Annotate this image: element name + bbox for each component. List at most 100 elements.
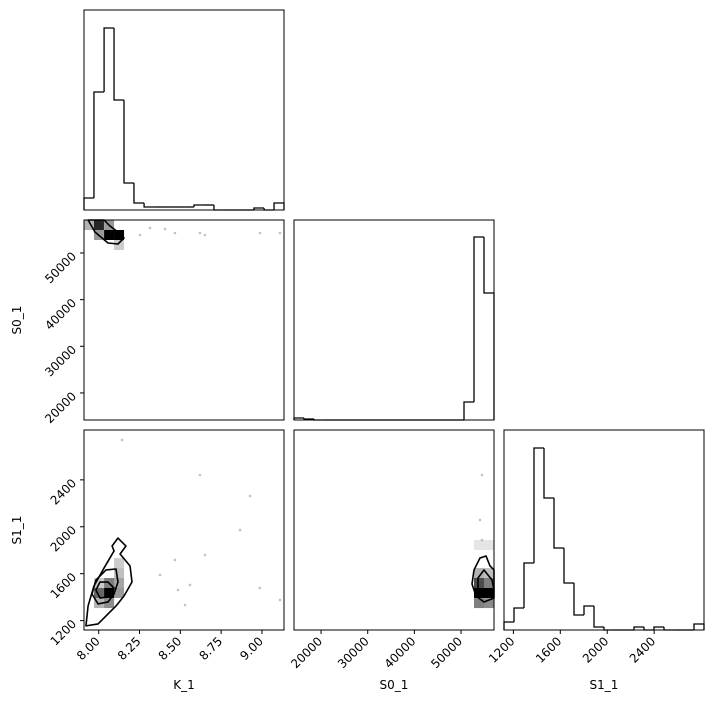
density-cell xyxy=(114,587,125,598)
sample-point xyxy=(278,598,282,602)
density-cell xyxy=(483,568,494,579)
contour xyxy=(471,555,495,603)
histogram-step xyxy=(473,236,485,402)
density-cell xyxy=(104,598,115,609)
density-cell xyxy=(93,587,104,598)
histogram-step xyxy=(273,202,285,210)
x-tick-label: 8.25 xyxy=(115,634,144,663)
sample-point xyxy=(173,558,177,562)
histogram-step xyxy=(263,208,275,211)
histogram-step xyxy=(523,562,534,608)
histogram-step xyxy=(213,205,225,211)
histogram-step xyxy=(573,583,584,616)
histogram-step xyxy=(693,623,705,630)
density-cell xyxy=(84,219,94,230)
sample-point xyxy=(163,227,167,231)
panel-frame xyxy=(83,429,285,631)
histogram-step xyxy=(143,203,155,208)
sample-point xyxy=(203,553,207,557)
sample-point xyxy=(278,231,282,235)
x-tick-label: 50000 xyxy=(428,634,465,671)
y-tick-label: 20000 xyxy=(42,389,79,426)
x-axis-label: K_1 xyxy=(173,678,195,692)
histogram-step xyxy=(483,237,495,420)
y-tick-label: 1200 xyxy=(48,617,79,648)
histogram-step xyxy=(253,207,265,210)
sample-point xyxy=(158,573,162,577)
density-cell xyxy=(474,578,484,589)
density-cell xyxy=(474,587,484,598)
histogram-step xyxy=(653,626,664,630)
density-cell xyxy=(114,578,125,589)
y-tick-label: 50000 xyxy=(42,249,79,286)
sample-point xyxy=(198,231,202,235)
density-cell xyxy=(483,578,494,589)
histogram-step xyxy=(83,197,94,210)
contour xyxy=(85,537,133,627)
y-tick-label: 2400 xyxy=(48,476,79,507)
panel-frame xyxy=(83,219,285,421)
histogram-step xyxy=(303,418,314,420)
sample-point xyxy=(176,588,180,592)
histogram-step xyxy=(633,626,644,630)
sample-point xyxy=(238,528,242,532)
sample-point xyxy=(188,583,192,587)
histogram-step xyxy=(543,448,554,499)
histogram-step xyxy=(113,28,124,101)
histogram-step xyxy=(293,417,305,420)
x-axis-label: S1_1 xyxy=(590,678,619,692)
histogram-step xyxy=(503,621,514,630)
y-tick-label: 2000 xyxy=(48,523,79,554)
density-cell xyxy=(474,568,484,579)
sample-point xyxy=(183,603,187,607)
histogram-step xyxy=(563,548,574,584)
y-tick-label: 40000 xyxy=(42,296,79,333)
x-tick-label: 2000 xyxy=(580,634,611,665)
sample-point xyxy=(258,231,262,235)
x-tick-label: 20000 xyxy=(288,634,325,671)
density-cell xyxy=(474,598,484,609)
histogram-step xyxy=(93,91,105,198)
histogram-step xyxy=(643,627,654,631)
histogram-step xyxy=(103,27,115,92)
y-tick-label: 1600 xyxy=(48,570,79,601)
sample-point xyxy=(248,494,252,498)
x-tick-label: 8.50 xyxy=(156,634,185,663)
sample-point xyxy=(480,538,484,542)
density-cell xyxy=(114,239,125,250)
y-axis-label: S0_1 xyxy=(10,306,24,335)
histogram-step xyxy=(603,627,614,631)
histogram-step xyxy=(463,401,474,420)
x-tick-label: 1200 xyxy=(486,634,517,665)
panel-frame xyxy=(83,9,285,211)
density-cell xyxy=(474,540,484,550)
histogram-step xyxy=(193,204,204,207)
x-tick-label: 30000 xyxy=(335,634,372,671)
x-tick-label: 8.75 xyxy=(196,634,225,663)
histogram-step xyxy=(553,498,564,549)
density-cell xyxy=(114,568,125,579)
density-cell xyxy=(93,219,104,230)
density-cell xyxy=(104,230,115,240)
density-cell xyxy=(483,598,494,609)
density-cell xyxy=(114,230,125,240)
density-cell xyxy=(104,587,115,598)
sample-point xyxy=(258,586,261,590)
x-tick-label: 1600 xyxy=(533,634,564,665)
sample-point xyxy=(198,473,202,477)
density-cell xyxy=(114,558,125,569)
histogram-step xyxy=(583,605,594,615)
contour xyxy=(87,219,125,245)
histogram-step xyxy=(663,627,674,631)
x-tick-label: 2400 xyxy=(627,634,658,665)
y-tick-label: 30000 xyxy=(42,343,79,380)
panel-frame xyxy=(293,219,495,421)
histogram-step xyxy=(133,183,145,204)
panel-frame xyxy=(293,429,495,631)
histogram-step xyxy=(313,419,325,421)
sample-point xyxy=(120,438,124,442)
histogram-step xyxy=(593,606,604,628)
histogram-step xyxy=(513,607,524,622)
x-tick-label: 40000 xyxy=(382,634,419,671)
